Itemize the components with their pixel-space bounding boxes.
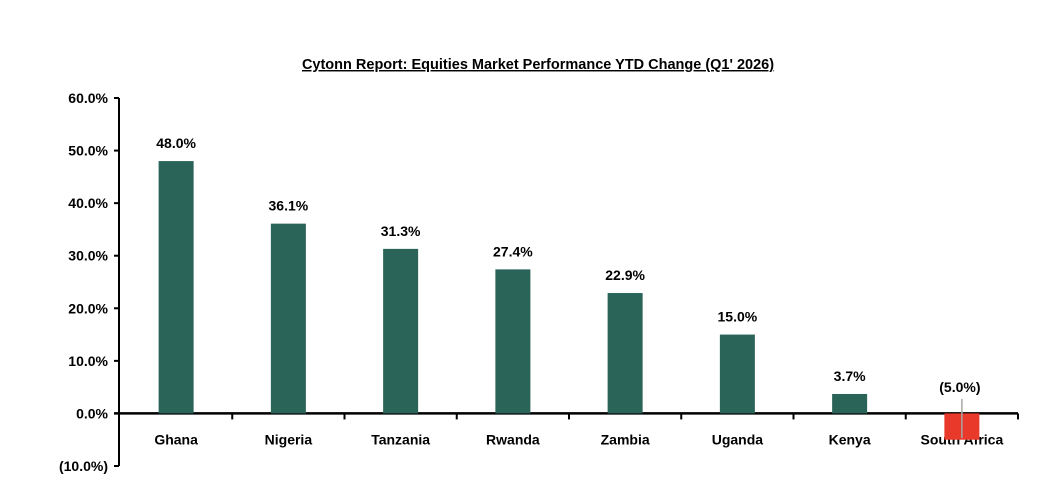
- data-label: 22.9%: [605, 267, 645, 283]
- data-label: 48.0%: [156, 135, 196, 151]
- data-labels: 48.0% 36.1% 31.3% 27.4% 22.9% 15.0% 3.7% (5.0%): [156, 135, 980, 438]
- y-tick-label: 0.0%: [76, 405, 108, 421]
- bars: [158, 161, 980, 440]
- x-axis: Ghana Nigeria Tanzania Rwanda Zambia Uganda Ke…: [114, 412, 1019, 447]
- data-label: 31.3%: [381, 223, 421, 239]
- x-tick-label: Kenya: [829, 431, 871, 447]
- bar-rwanda: [495, 269, 531, 414]
- bar-zambia: [607, 293, 643, 414]
- data-label: (5.0%): [939, 379, 980, 395]
- bar-ghana: [158, 161, 194, 414]
- y-tick-label: 60.0%: [68, 90, 108, 106]
- bar-kenya: [832, 393, 868, 414]
- y-tick-label: 50.0%: [68, 143, 108, 159]
- data-label: 3.7%: [834, 368, 866, 384]
- y-tick-label: 10.0%: [68, 353, 108, 369]
- x-tick-label: Ghana: [154, 431, 198, 447]
- x-tick-label: Nigeria: [265, 431, 313, 447]
- y-tick-label: (10.0%): [59, 458, 108, 474]
- data-label: 15.0%: [718, 309, 758, 325]
- y-tick-label: 30.0%: [68, 248, 108, 264]
- bar-tanzania: [383, 248, 419, 414]
- x-tick-label: Uganda: [712, 431, 764, 447]
- y-tick-label: 40.0%: [68, 195, 108, 211]
- x-tick-label: Rwanda: [486, 431, 540, 447]
- bar-uganda: [719, 334, 755, 414]
- data-label: 27.4%: [493, 243, 533, 259]
- y-axis: 60.0% 50.0% 40.0% 30.0% 20.0% 10.0% 0.0% (10.0%…: [59, 90, 120, 474]
- x-tick-label: Tanzania: [371, 431, 430, 447]
- chart-title: Cytonn Report: Equities Market Performan…: [302, 57, 774, 73]
- y-tick-label: 20.0%: [68, 300, 108, 316]
- x-tick-label: Zambia: [601, 431, 650, 447]
- bar-nigeria: [270, 223, 306, 414]
- data-label: 36.1%: [269, 198, 309, 214]
